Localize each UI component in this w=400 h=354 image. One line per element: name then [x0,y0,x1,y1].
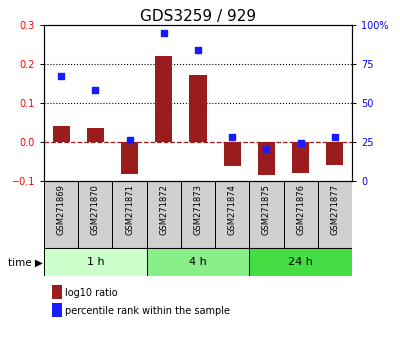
Bar [224,142,241,166]
Bar [78,181,112,249]
Point [332,134,338,140]
Point [92,87,98,93]
Text: 1 h: 1 h [86,257,104,267]
Point [58,73,64,79]
Bar [52,126,70,142]
Bar [249,181,284,249]
Text: percentile rank within the sample: percentile rank within the sample [65,306,230,316]
Text: GSM271869: GSM271869 [57,184,66,235]
Bar [147,181,181,249]
Text: time ▶: time ▶ [8,257,43,267]
Bar [181,181,215,249]
Text: log10 ratio: log10 ratio [65,288,118,298]
Title: GDS3259 / 929: GDS3259 / 929 [140,8,256,24]
Bar [215,181,249,249]
Bar [326,142,344,165]
Text: GSM271872: GSM271872 [159,184,168,235]
Point [160,30,167,35]
Bar [87,128,104,142]
Bar [249,249,352,276]
Bar [147,249,249,276]
Bar [258,142,275,175]
Text: GSM271877: GSM271877 [330,184,339,235]
Bar [112,181,147,249]
Text: 4 h: 4 h [189,257,207,267]
Point [229,134,236,140]
Point [126,137,133,143]
Text: GSM271874: GSM271874 [228,184,237,235]
Bar [44,181,78,249]
Text: GSM271871: GSM271871 [125,184,134,235]
Bar [318,181,352,249]
Bar [121,142,138,174]
Text: 24 h: 24 h [288,257,313,267]
Bar [292,142,309,173]
Text: GSM271876: GSM271876 [296,184,305,235]
Bar [44,249,147,276]
Text: GSM271875: GSM271875 [262,184,271,235]
Bar [155,56,172,142]
Text: GSM271870: GSM271870 [91,184,100,235]
Point [263,147,270,152]
Bar [190,75,206,142]
Point [298,141,304,146]
Bar [284,181,318,249]
Text: GSM271873: GSM271873 [194,184,202,235]
Point [195,47,201,52]
